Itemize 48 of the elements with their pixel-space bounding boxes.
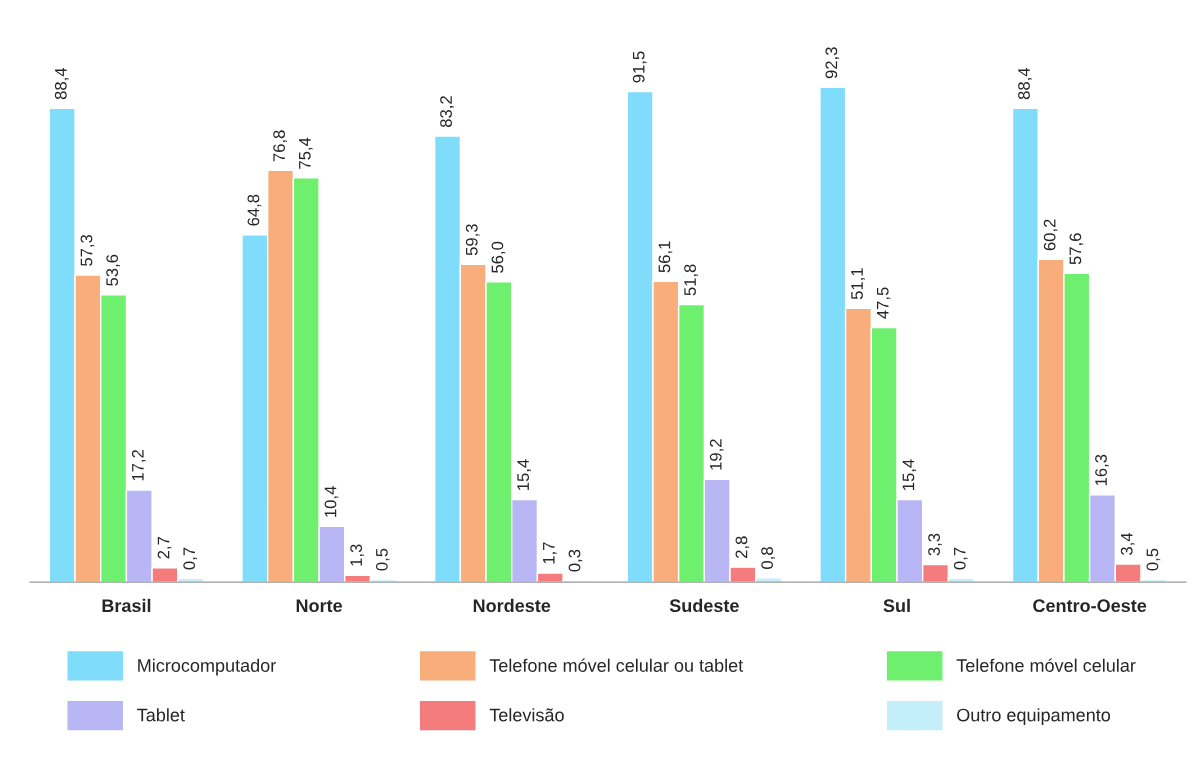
data-label: 10,4: [324, 486, 339, 517]
data-label: 2,8: [735, 536, 750, 558]
data-label: 15,4: [902, 459, 917, 490]
legend-label: Telefone móvel celular: [956, 658, 1136, 672]
data-label: 57,6: [1069, 233, 1084, 265]
data-label: 76,8: [273, 130, 287, 162]
x-tick-label: Centro-Oeste: [1033, 599, 1147, 613]
data-label: 56,0: [491, 241, 506, 273]
x-tick-label: Norte: [296, 599, 343, 613]
data-label: 83,2: [440, 96, 454, 128]
data-label: 17,2: [131, 450, 146, 481]
legend-label: Microcomputador: [138, 658, 276, 676]
legend-label: Tablet: [137, 708, 185, 722]
data-label: 88,4: [1018, 67, 1032, 100]
data-label: 92,3: [825, 47, 840, 79]
data-label: 51,1: [851, 268, 865, 300]
data-label: 3,3: [928, 533, 942, 556]
data-label: 88,4: [54, 67, 69, 100]
data-label: 1,3: [350, 544, 365, 566]
legend-label: Outro equipamento: [957, 708, 1111, 726]
data-label: 16,3: [1095, 454, 1109, 486]
data-label: 3,4: [1120, 532, 1135, 555]
x-tick-label: Nordeste: [473, 598, 551, 613]
data-label: 0,3: [568, 549, 583, 572]
data-label: 0,5: [375, 548, 390, 571]
data-label: 57,3: [80, 234, 95, 266]
data-label: 47,5: [876, 287, 891, 319]
legend-label: Telefone móvel celular ou tablet: [489, 658, 744, 672]
legend-label: Televisão: [489, 708, 564, 722]
data-label: 0,5: [1146, 548, 1161, 571]
data-label: 0,8: [761, 547, 775, 569]
data-label: 64,8: [247, 194, 262, 226]
data-label: 2,7: [157, 537, 172, 559]
x-tick-label: Sudeste: [669, 598, 739, 613]
data-label: 51,8: [684, 264, 698, 296]
x-tick-label: Sul: [883, 598, 910, 613]
data-label: 1,7: [543, 542, 557, 564]
data-label: 0,7: [183, 547, 198, 570]
data-label: 59,3: [465, 224, 480, 256]
data-label: 0,7: [953, 547, 968, 570]
data-label: 91,5: [632, 51, 647, 83]
x-tick-label: Brasil: [102, 598, 151, 613]
data-label: 19,2: [709, 439, 724, 470]
data-label: 56,1: [658, 241, 673, 273]
data-label: 75,4: [299, 137, 313, 169]
data-label: 60,2: [1043, 219, 1058, 251]
data-label: 15,4: [517, 459, 531, 490]
data-label: 53,6: [106, 254, 121, 286]
